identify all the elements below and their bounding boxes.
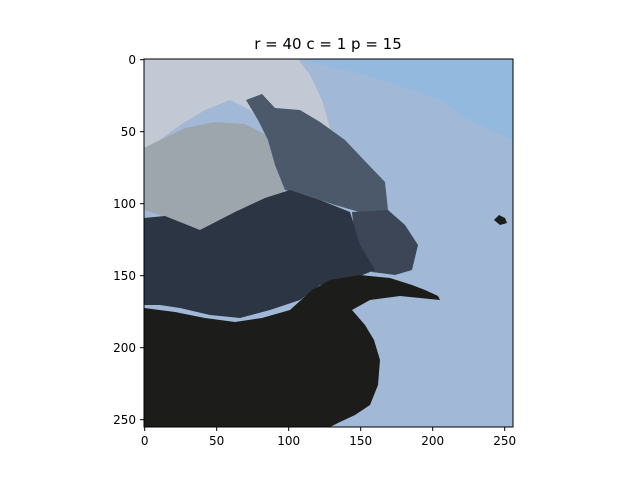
y-tick: 50 — [121, 125, 144, 139]
x-tick: 50 — [209, 427, 224, 448]
chart-title: r = 40 c = 1 p = 15 — [254, 35, 402, 53]
x-tick-label: 150 — [349, 434, 372, 448]
x-tick-label: 250 — [493, 434, 516, 448]
y-tick: 150 — [113, 269, 144, 283]
y-tick-label: 250 — [113, 413, 136, 427]
region-slate — [246, 94, 388, 215]
x-tick: 200 — [421, 427, 444, 448]
region-slate-dark — [352, 210, 418, 275]
y-tick-label: 150 — [113, 269, 136, 283]
x-tick-label: 50 — [209, 434, 224, 448]
x-axis: 0 50 100 150 200 250 — [141, 427, 516, 448]
y-tick: 250 — [113, 413, 144, 427]
y-tick: 200 — [113, 341, 144, 355]
region-navy-dark — [144, 190, 375, 318]
y-tick-label: 0 — [128, 53, 136, 67]
y-tick-label: 50 — [121, 125, 136, 139]
y-tick-label: 200 — [113, 341, 136, 355]
y-tick: 100 — [113, 197, 144, 211]
y-tick: 0 — [128, 53, 144, 67]
x-tick-label: 200 — [421, 434, 444, 448]
x-tick-label: 0 — [141, 434, 149, 448]
x-tick: 0 — [141, 427, 149, 448]
x-tick-label: 100 — [277, 434, 300, 448]
y-tick-label: 100 — [113, 197, 136, 211]
x-tick: 250 — [493, 427, 516, 448]
x-tick: 100 — [277, 427, 300, 448]
region-sky-blue — [300, 59, 513, 140]
segmented-image — [144, 59, 513, 427]
plot-frame — [143, 58, 514, 428]
region-island — [494, 215, 507, 225]
region-black — [144, 275, 440, 427]
x-tick: 150 — [349, 427, 372, 448]
y-axis: 0 50 100 150 200 250 — [113, 53, 144, 427]
